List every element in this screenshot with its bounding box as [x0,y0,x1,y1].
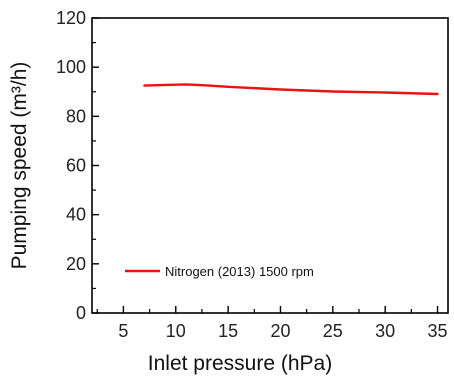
x-tick-label: 25 [323,321,343,341]
series-line-nitrogen [143,83,439,96]
y-tick-label: 120 [56,8,86,28]
y-tick-label: 0 [76,303,86,323]
x-tick-label: 35 [428,321,448,341]
series-layer [143,83,439,96]
y-axis-title: Pumping speed (m³/h) [8,62,31,270]
x-tick-label: 20 [270,321,290,341]
legend: Nitrogen (2013) 1500 rpm [125,264,314,279]
y-tick-label: 80 [66,106,86,126]
y-tick-label: 100 [56,57,86,77]
x-tick-label: 30 [375,321,395,341]
x-tick-label: 5 [118,321,128,341]
x-tick-label: 15 [218,321,238,341]
y-tick-label: 20 [66,254,86,274]
x-axis-title: Inlet pressure (hPa) [148,352,332,375]
y-tick-label: 60 [66,156,86,176]
y-axis-ticks: 0 20 40 60 80 100 120 [56,8,99,323]
legend-label: Nitrogen (2013) 1500 rpm [165,264,314,279]
y-tick-label: 40 [66,205,86,225]
x-tick-label: 10 [166,321,186,341]
x-axis-ticks: 5 10 15 20 25 30 35 [96,306,448,341]
